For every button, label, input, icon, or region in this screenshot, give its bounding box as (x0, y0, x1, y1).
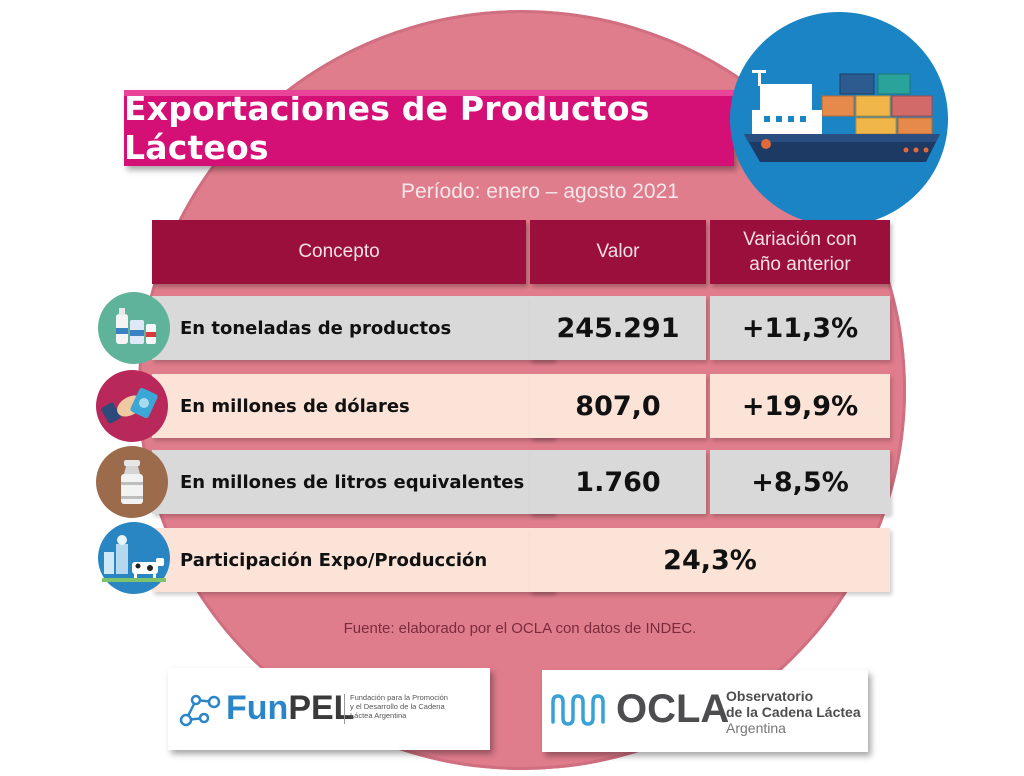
table-row-concepto: Participación Expo/Producción (152, 528, 554, 592)
funpel-name-b: PEL (288, 689, 355, 727)
ocla-logo: OCLA Observatorio de la Cadena Láctea Ar… (542, 670, 868, 752)
ocla-wave-icon (551, 694, 605, 726)
table-row-valor: 245.291 (530, 296, 706, 360)
ocla-line-1: Observatorio (726, 688, 814, 704)
funpel-tagline-1: Fundación para la Promoción (350, 693, 448, 702)
funpel-logo: FunPEL Fundación para la Promoción y el … (168, 668, 490, 750)
header-concepto: Concepto (152, 220, 526, 284)
table-row-concepto: En toneladas de productos (152, 296, 554, 360)
source-note: Fuente: elaborado por el OCLA con datos … (343, 620, 697, 637)
header-variacion-line1: Variación con (743, 229, 857, 250)
header-valor: Valor (530, 220, 706, 284)
title-banner: Exportaciones de Productos Lácteos (124, 89, 734, 167)
table-row-concepto: En millones de dólares (152, 374, 554, 438)
header-variacion-line2: año anterior (749, 254, 851, 275)
funpel-molecule-icon (179, 694, 221, 727)
table-row-variacion: +8,5% (710, 450, 890, 514)
table-row-valor: 807,0 (530, 374, 706, 438)
table-row-variacion: +19,9% (710, 374, 890, 438)
period-label: Período: enero – agosto 2021 (401, 180, 679, 203)
table-row-valor: 1.760 (530, 450, 706, 514)
dairy-farm-icon (98, 522, 170, 594)
cargo-ship-icon (730, 12, 948, 226)
funpel-name-a: Fun (226, 689, 289, 727)
ocla-name: OCLA (616, 687, 730, 731)
funpel-tagline-3: Láctea Argentina (350, 711, 407, 720)
page-title: Exportaciones de Productos Lácteos (124, 89, 650, 167)
header-variacion: Variación con año anterior (710, 220, 890, 284)
table-row-variacion: +11,3% (710, 296, 890, 360)
money-hand-icon (96, 370, 168, 442)
ocla-line-2: de la Cadena Láctea (726, 704, 861, 720)
table-row-concepto: En millones de litros equivalentes (152, 450, 554, 514)
ocla-line-3: Argentina (726, 720, 786, 736)
dairy-products-icon (98, 292, 170, 364)
table-row-valor: 24,3% (530, 528, 890, 592)
funpel-tagline-2: y el Desarrollo de la Cadena (350, 702, 445, 711)
milk-can-icon (96, 446, 168, 518)
